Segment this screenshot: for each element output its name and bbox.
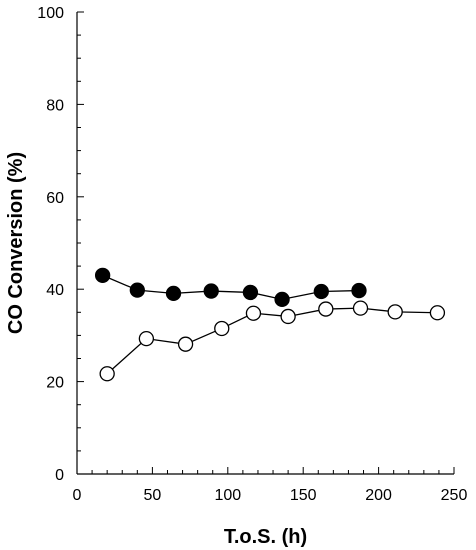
- y-axis-title: CO Conversion (%): [5, 152, 27, 334]
- data-point: [274, 291, 290, 308]
- y-axis: 0 20 40 60 80 100: [37, 5, 84, 484]
- data-point: [94, 267, 111, 283]
- x-axis-title: T.o.S. (h): [224, 526, 307, 548]
- series-1: [94, 267, 367, 308]
- x-tick-label: 200: [365, 487, 392, 504]
- series-layer: [94, 267, 446, 382]
- y-tick-label: 80: [46, 97, 64, 114]
- data-point: [387, 304, 403, 320]
- data-point: [129, 282, 145, 298]
- data-point: [214, 320, 230, 337]
- series-2: [99, 300, 446, 382]
- plot-frame: [76, 12, 454, 475]
- data-point: [165, 285, 182, 302]
- data-point: [352, 300, 369, 316]
- y-tick-label: 20: [46, 375, 64, 392]
- x-tick-label: 150: [290, 487, 317, 504]
- data-point: [138, 330, 155, 347]
- data-point: [203, 283, 219, 299]
- data-point: [313, 283, 329, 300]
- y-tick-label: 0: [55, 467, 64, 484]
- data-point: [351, 282, 367, 299]
- data-point: [245, 305, 262, 321]
- x-tick-label: 250: [441, 487, 468, 504]
- y-tick-label: 100: [37, 5, 64, 22]
- x-tick-label: 100: [214, 487, 241, 504]
- x-tick-label: 50: [144, 487, 162, 504]
- y-tick-label: 60: [46, 190, 64, 207]
- x-tick-label: 0: [73, 487, 82, 504]
- data-point: [318, 301, 334, 317]
- data-point: [99, 366, 115, 382]
- data-point: [429, 305, 446, 321]
- data-point: [242, 284, 259, 301]
- x-axis: 0 50 100 150 200 250: [73, 467, 468, 504]
- y-tick-label: 40: [46, 282, 64, 299]
- data-point: [280, 308, 296, 325]
- data-point: [177, 336, 194, 352]
- series-line: [106, 307, 438, 375]
